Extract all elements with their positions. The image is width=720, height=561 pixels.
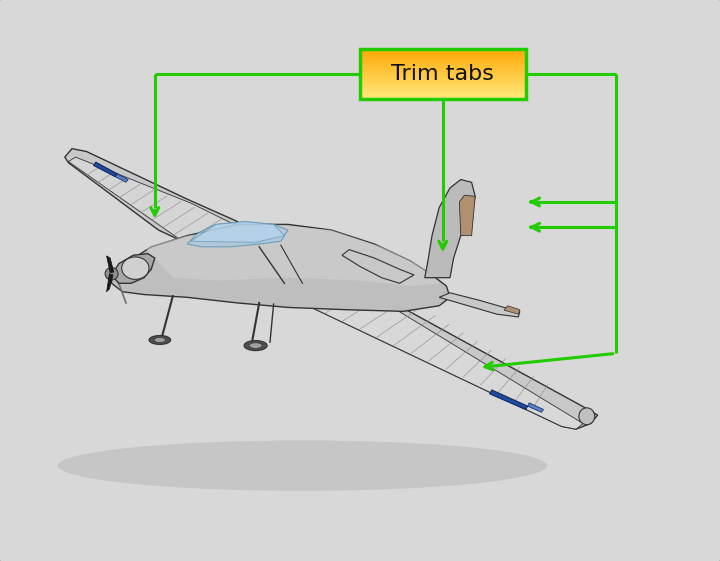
Ellipse shape [579, 408, 595, 425]
Bar [360, 69, 526, 72]
Text: Trim tabs: Trim tabs [392, 64, 494, 84]
Polygon shape [112, 224, 450, 311]
Ellipse shape [58, 440, 547, 491]
Bar [360, 52, 526, 54]
Polygon shape [112, 254, 155, 283]
Polygon shape [504, 306, 520, 314]
Ellipse shape [249, 343, 262, 348]
Bar [360, 67, 526, 69]
Ellipse shape [122, 257, 149, 279]
Polygon shape [187, 222, 288, 247]
Polygon shape [425, 180, 475, 278]
Polygon shape [439, 293, 520, 317]
Polygon shape [342, 250, 414, 283]
Bar [360, 62, 526, 64]
Polygon shape [65, 149, 238, 247]
Polygon shape [107, 256, 114, 273]
Ellipse shape [244, 341, 267, 351]
Bar [360, 87, 526, 89]
Bar [360, 59, 526, 62]
Polygon shape [94, 162, 117, 177]
Polygon shape [490, 390, 528, 410]
Polygon shape [115, 174, 128, 182]
Bar [360, 97, 526, 99]
Bar [360, 49, 526, 52]
Polygon shape [459, 195, 475, 236]
Bar [360, 54, 526, 57]
Bar [360, 94, 526, 97]
Bar [360, 72, 526, 74]
Polygon shape [144, 224, 439, 286]
Bar [360, 82, 526, 84]
Polygon shape [248, 269, 583, 429]
Bar [360, 64, 526, 67]
Bar [360, 84, 526, 87]
Ellipse shape [105, 268, 118, 280]
Polygon shape [68, 157, 234, 250]
Bar [360, 74, 526, 77]
Bar [360, 89, 526, 92]
Bar [360, 57, 526, 59]
Polygon shape [528, 403, 544, 412]
Bar [360, 79, 526, 82]
Bar [360, 92, 526, 94]
Polygon shape [107, 274, 113, 292]
Bar [360, 77, 526, 79]
Polygon shape [191, 222, 284, 242]
Polygon shape [248, 261, 598, 429]
Ellipse shape [149, 335, 171, 344]
Ellipse shape [154, 337, 166, 342]
